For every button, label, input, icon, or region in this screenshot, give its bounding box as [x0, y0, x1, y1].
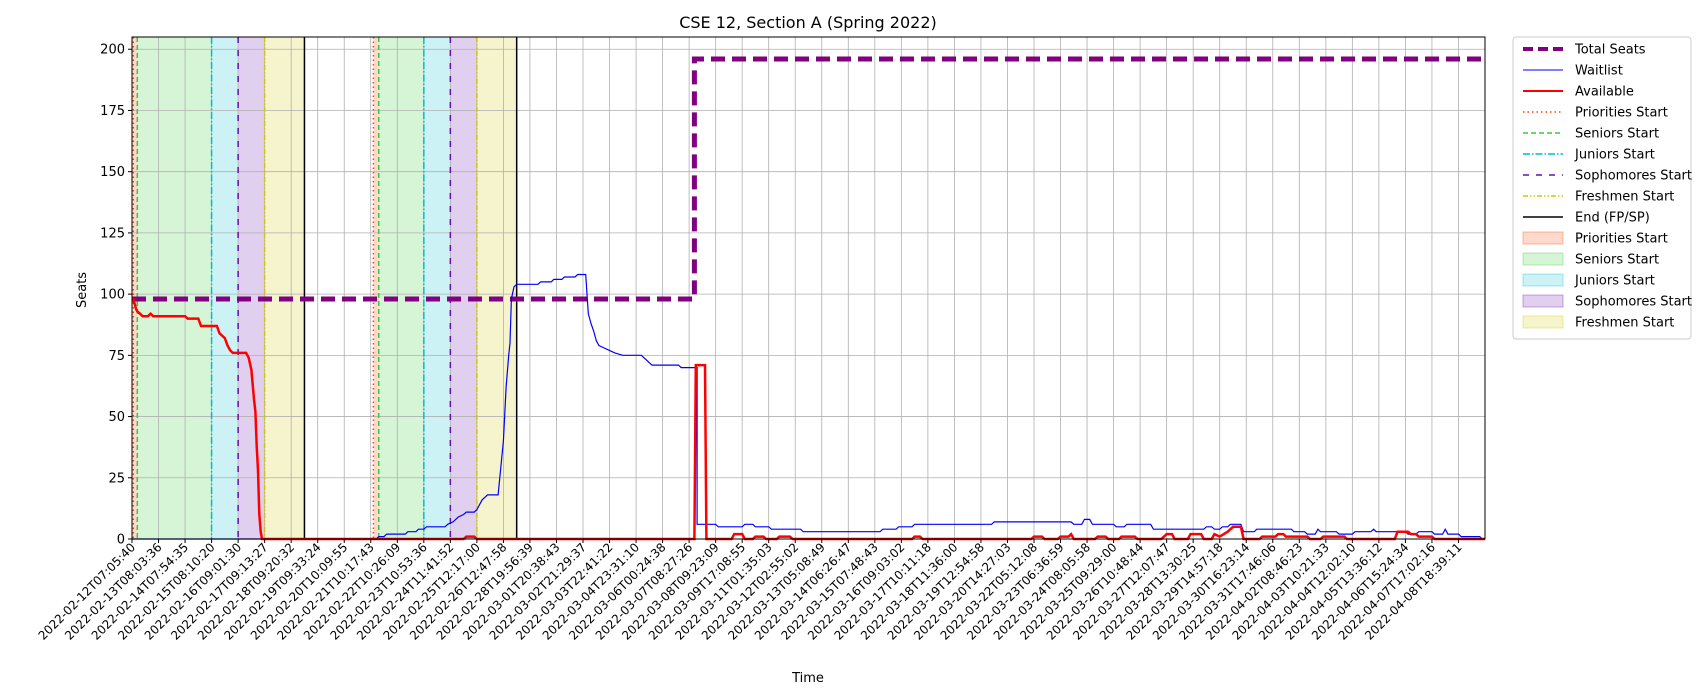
- sophomores-start-span: [238, 37, 265, 539]
- juniors-start-legend-patch-label: Juniors Start: [1574, 274, 1655, 289]
- juniors-start-span: [211, 37, 239, 539]
- x-ticks: 2022-02-12T07:05:402022-02-13T08:03:3620…: [36, 539, 1465, 643]
- axes: [131, 36, 1486, 540]
- plot-area: [132, 37, 1485, 539]
- legend-box: [1512, 36, 1692, 340]
- juniors-start-legend-line-label: Juniors Start: [1574, 148, 1655, 163]
- y-tick-label: 75: [108, 349, 125, 364]
- y-tick-label: 150: [100, 165, 125, 180]
- priorities-start-legend-line-label: Priorities Start: [1575, 106, 1668, 121]
- freshmen-start-span: [476, 37, 517, 539]
- sophomores-start-legend-patch-label: Sophomores Start: [1575, 295, 1692, 310]
- total-seats-series-line: [132, 56, 1485, 302]
- juniors-start-span: [423, 37, 451, 539]
- seniors-start-legend-patch-label: Seniors Start: [1575, 253, 1659, 268]
- y-tick-label: 200: [100, 43, 125, 58]
- waitlist-legend-line-label: Waitlist: [1575, 64, 1623, 79]
- freshmen-start-legend-patch-label: Freshmen Start: [1575, 316, 1674, 331]
- y-tick-label: 100: [100, 288, 125, 303]
- priorities-start-span: [373, 37, 379, 539]
- y-ticks: 0 25 50 75 100 125 150 175 200: [100, 43, 132, 548]
- y-tick-label: 0: [117, 533, 125, 548]
- priorities-start-legend-patch-swatch: [1522, 231, 1564, 245]
- sophomores-start-span: [450, 37, 477, 539]
- plot-background: [132, 37, 1485, 539]
- waitlist-series-line: [132, 273, 1485, 540]
- x-axis-label: Time: [791, 671, 824, 686]
- seniors-start-legend-patch-swatch: [1522, 252, 1564, 266]
- freshmen-start-legend-line-label: Freshmen Start: [1575, 190, 1674, 205]
- priorities-start-span: [132, 37, 138, 539]
- period-lines: [132, 37, 518, 539]
- sophomores-start-legend-line-label: Sophomores Start: [1575, 169, 1692, 184]
- sophomores-start-legend-patch-swatch: [1522, 294, 1564, 308]
- total-seats-legend-line-label: Total Seats: [1574, 43, 1646, 58]
- y-tick-label: 175: [100, 104, 125, 119]
- y-tick-label: 125: [100, 226, 125, 241]
- axes-frame: [131, 36, 1486, 540]
- seniors-start-legend-line-label: Seniors Start: [1575, 127, 1659, 142]
- freshmen-start-span: [264, 37, 305, 539]
- y-tick-label: 50: [108, 410, 125, 425]
- grid-lines: [131, 37, 1485, 540]
- available-legend-line-label: Available: [1575, 85, 1634, 100]
- priorities-start-legend-patch-label: Priorities Start: [1575, 232, 1668, 247]
- freshmen-start-legend-patch-swatch: [1522, 315, 1564, 329]
- shaded-spans: [132, 37, 517, 539]
- end-fp-sp-legend-line-label: End (FP/SP): [1575, 211, 1650, 226]
- chart-title: CSE 12, Section A (Spring 2022): [679, 13, 937, 32]
- juniors-start-legend-patch-swatch: [1522, 273, 1564, 287]
- seniors-start-span: [378, 37, 424, 539]
- y-tick-label: 25: [108, 471, 125, 486]
- legend: Total Seats Waitlist Available Priorities S…: [1512, 36, 1692, 340]
- seniors-start-span: [137, 37, 212, 539]
- y-axis-label: Seats: [75, 272, 90, 308]
